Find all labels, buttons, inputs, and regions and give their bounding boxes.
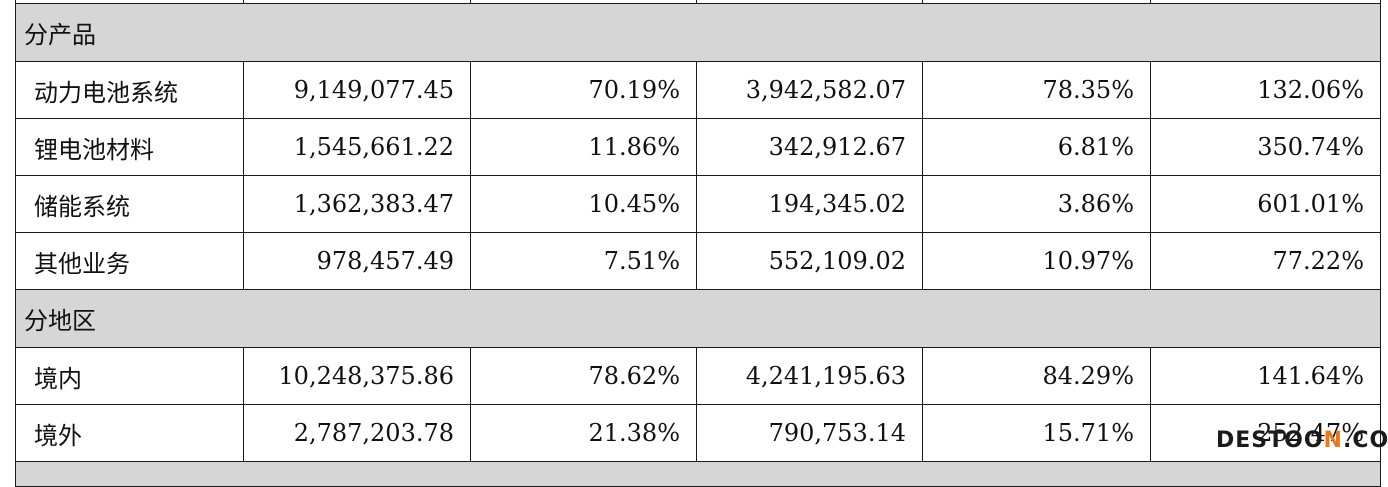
revenue-share-cell: 10.45%	[470, 175, 697, 233]
revenue-share-cell: 7.51%	[470, 232, 697, 290]
table-row: 锂电池材料 1,545,661.22 11.86% 342,912.67 6.8…	[15, 118, 1381, 176]
table-row: 其他业务 978,457.49 7.51% 552,109.02 10.97% …	[15, 232, 1381, 290]
table-row: 储能系统 1,362,383.47 10.45% 194,345.02 3.86…	[15, 175, 1381, 233]
prior-share-cell: 6.81%	[922, 118, 1151, 176]
growth-cell: 132.06%	[1150, 61, 1381, 119]
table-row: 境内 10,248,375.86 78.62% 4,241,195.63 84.…	[15, 347, 1381, 405]
watermark-text-accent: N	[1323, 428, 1343, 453]
growth-cell: 252.47%	[1150, 404, 1381, 462]
destoon-watermark: DESTOON.COM	[1216, 428, 1388, 453]
revenue-cell: 1,545,661.22	[243, 118, 471, 176]
row-label: 境内	[15, 347, 244, 405]
prior-revenue-cell: 790,753.14	[696, 404, 923, 462]
prior-revenue-cell: 3,942,582.07	[696, 61, 923, 119]
prior-revenue-cell: 4,241,195.63	[696, 347, 923, 405]
prior-revenue-cell: 552,109.02	[696, 232, 923, 290]
revenue-share-cell: 78.62%	[470, 347, 697, 405]
row-label: 动力电池系统	[15, 61, 244, 119]
section-label: 分地区	[15, 289, 1381, 348]
prior-share-cell: 78.35%	[922, 61, 1151, 119]
growth-cell: 77.22%	[1150, 232, 1381, 290]
revenue-cell: 10,248,375.86	[243, 347, 471, 405]
revenue-breakdown-table: 分产品 动力电池系统 9,149,077.45 70.19% 3,942,582…	[15, 0, 1381, 487]
prior-share-cell: 3.86%	[922, 175, 1151, 233]
section-header-by-region: 分地区	[15, 289, 1381, 348]
prior-share-cell: 15.71%	[922, 404, 1151, 462]
revenue-cell: 978,457.49	[243, 232, 471, 290]
revenue-share-cell: 70.19%	[470, 61, 697, 119]
watermark-text-b: .COM	[1342, 428, 1388, 453]
row-label: 储能系统	[15, 175, 244, 233]
row-label: 其他业务	[15, 232, 244, 290]
growth-cell: 601.01%	[1150, 175, 1381, 233]
table-row: 境外 2,787,203.78 21.38% 790,753.14 15.71%…	[15, 404, 1381, 462]
watermark-text-a: DESTOO	[1216, 428, 1324, 453]
table-row: 动力电池系统 9,149,077.45 70.19% 3,942,582.07 …	[15, 61, 1381, 119]
section-header-by-product: 分产品	[15, 3, 1381, 62]
revenue-cell: 1,362,383.47	[243, 175, 471, 233]
table-bottom-edge-row	[15, 461, 1381, 487]
revenue-share-cell: 11.86%	[470, 118, 697, 176]
revenue-share-cell: 21.38%	[470, 404, 697, 462]
growth-cell: 350.74%	[1150, 118, 1381, 176]
prior-share-cell: 84.29%	[922, 347, 1151, 405]
row-label: 锂电池材料	[15, 118, 244, 176]
section-label: 分产品	[15, 3, 1381, 62]
revenue-cell: 2,787,203.78	[243, 404, 471, 462]
row-label: 境外	[15, 404, 244, 462]
growth-cell: 141.64%	[1150, 347, 1381, 405]
revenue-cell: 9,149,077.45	[243, 61, 471, 119]
prior-revenue-cell: 342,912.67	[696, 118, 923, 176]
prior-revenue-cell: 194,345.02	[696, 175, 923, 233]
prior-share-cell: 10.97%	[922, 232, 1151, 290]
